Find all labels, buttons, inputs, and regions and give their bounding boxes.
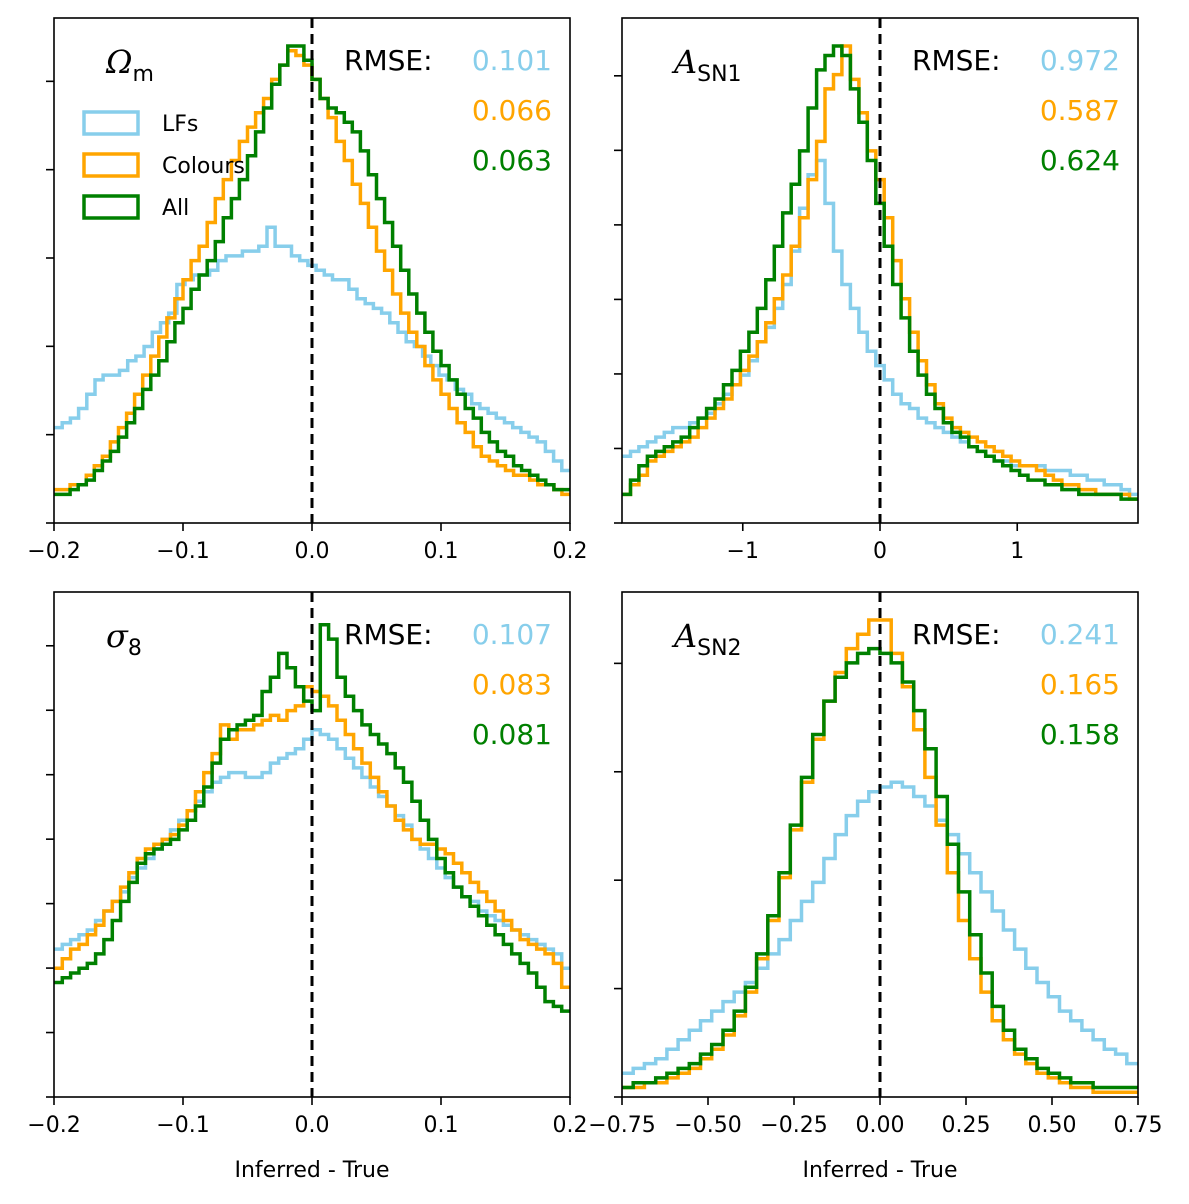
panel-bottom-left: −0.2 −0.1 0.0 0.1 0.2 σ8 RMSE: 0.107 0.083 0.081 I… <box>27 591 588 1183</box>
rmse-label: RMSE: <box>344 44 433 77</box>
x-tick-label: −0.1 <box>156 1113 209 1138</box>
legend-label-all: All <box>162 196 189 221</box>
legend-swatch-lfs <box>82 110 140 136</box>
panel-top-right: −1 0 1 ASN1 RMSE: 0.972 0.587 0.624 <box>614 17 1139 564</box>
x-tick-label: 0.2 <box>553 1113 588 1138</box>
rmse-label: RMSE: <box>344 618 433 651</box>
x-tick-label: 0 <box>873 539 887 564</box>
x-tick-label: −0.25 <box>760 1113 827 1138</box>
legend-swatch-colours <box>82 152 140 178</box>
series-all-histogram <box>622 44 1138 501</box>
rmse-label: RMSE: <box>912 44 1001 77</box>
x-tick-label: −0.75 <box>588 1113 655 1138</box>
rmse-value-colours: 0.083 <box>472 668 552 701</box>
x-axis-label: Inferred - True <box>802 1158 957 1183</box>
rmse-value-lfs: 0.101 <box>472 44 552 77</box>
rmse-value-all: 0.081 <box>472 718 552 751</box>
x-tick-label: 0.50 <box>1028 1113 1077 1138</box>
series-all-histogram <box>54 44 570 497</box>
x-tick-label: 0.1 <box>424 1113 459 1138</box>
x-tick-label: 0.0 <box>295 539 330 564</box>
rmse-value-lfs: 0.241 <box>1040 618 1120 651</box>
rmse-value-lfs: 0.107 <box>472 618 552 651</box>
panel-bottom-right: −0.75 −0.50 −0.25 0.00 0.25 0.50 0.75 ASN2 RMSE:… <box>588 591 1163 1183</box>
x-tick-label: −0.50 <box>674 1113 741 1138</box>
rmse-value-all: 0.624 <box>1040 144 1120 177</box>
x-tick-label: 0.25 <box>942 1113 991 1138</box>
parameter-label: ASN1 <box>671 43 742 87</box>
x-tick-label: −0.1 <box>156 539 209 564</box>
x-tick-label: 0.1 <box>424 539 459 564</box>
parameter-label: ASN2 <box>671 617 742 661</box>
x-axis-label: Inferred - True <box>234 1158 389 1183</box>
parameter-label: Ωm <box>105 43 154 87</box>
panel-top-left: −0.2 −0.1 0.0 0.1 0.2 Ωm RMSE: 0.101 0.066 0.063 L… <box>27 17 588 564</box>
rmse-value-colours: 0.587 <box>1040 94 1120 127</box>
legend: LFs Colours All <box>82 110 245 221</box>
x-tick-label: 0.2 <box>553 539 588 564</box>
rmse-label: RMSE: <box>912 618 1001 651</box>
rmse-value-all: 0.063 <box>472 144 552 177</box>
x-tick-label: 0.75 <box>1114 1113 1163 1138</box>
x-tick-label: −0.2 <box>27 539 80 564</box>
x-tick-label: 0.0 <box>295 1113 330 1138</box>
legend-label-colours: Colours <box>162 154 245 179</box>
rmse-value-colours: 0.066 <box>472 94 552 127</box>
legend-label-lfs: LFs <box>162 112 198 137</box>
parameter-label: σ8 <box>106 617 142 661</box>
rmse-value-all: 0.158 <box>1040 718 1120 751</box>
x-tick-label: 1 <box>1010 539 1024 564</box>
rmse-value-colours: 0.165 <box>1040 668 1120 701</box>
x-tick-label: −0.2 <box>27 1113 80 1138</box>
series-all-histogram <box>622 646 1138 1090</box>
series-lfs-histogram <box>54 225 570 473</box>
x-tick-label: 0.00 <box>856 1113 905 1138</box>
legend-swatch-all <box>82 194 140 220</box>
x-tick-label: −1 <box>727 539 759 564</box>
rmse-value-lfs: 0.972 <box>1040 44 1120 77</box>
